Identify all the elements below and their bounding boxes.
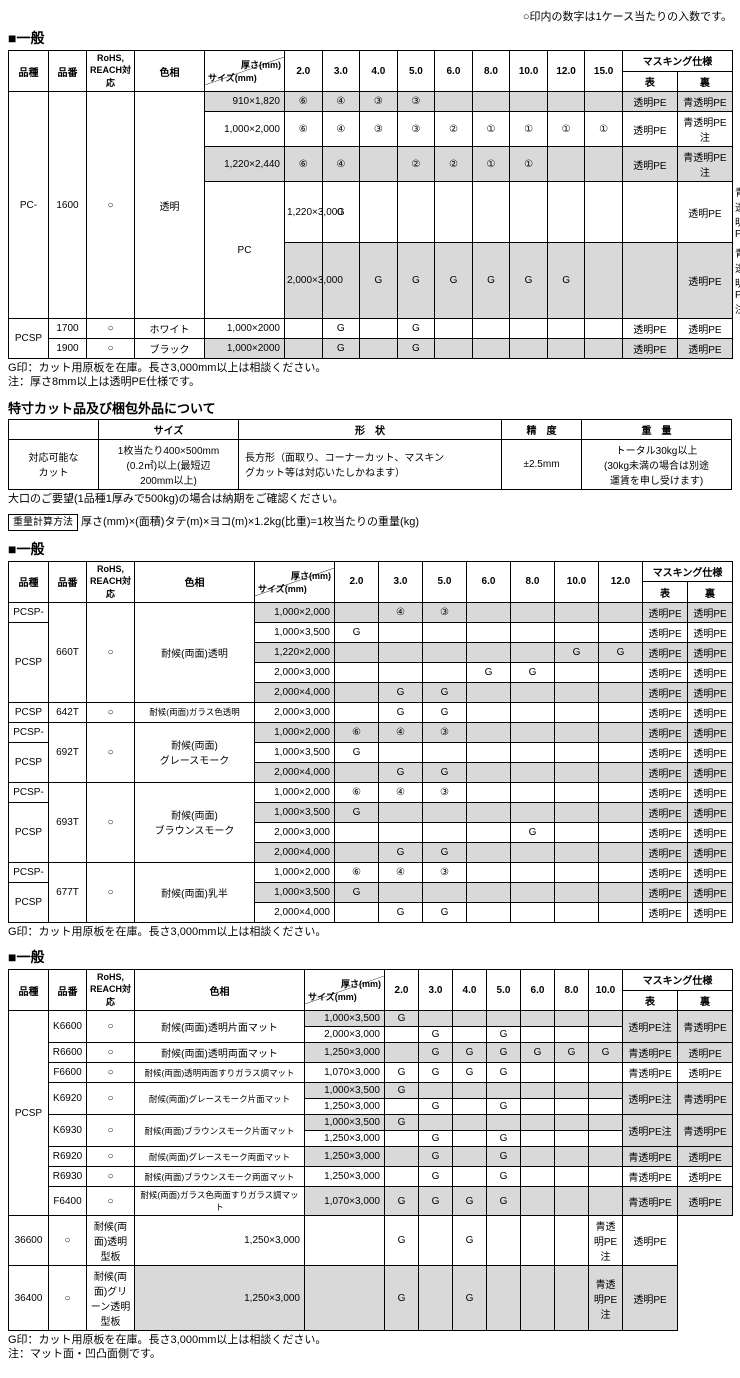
top-note: ○印内の数字は1ケース当たりの入数です。 — [8, 8, 732, 24]
notes-1: G印：カット用原板を在庫。長さ3,000mm以上は相談ください。注：厚さ8mm以… — [8, 361, 732, 390]
table-2: 品種品番RoHS,REACH対応色相厚さ(mm)サイズ(mm)2.03.05.0… — [8, 561, 732, 923]
order-note: 大口のご要望(1品種1厚みで500kg)の場合は納期をご確認ください。 — [8, 492, 732, 506]
section-title-3: 一般 — [8, 947, 732, 967]
calc-note: 重量計算方法 厚さ(mm)×(面積)タテ(m)×ヨコ(m)×1.2kg(比重)=… — [8, 514, 732, 531]
calc-label: 重量計算方法 — [8, 514, 78, 531]
table-3: 品種品番RoHS,REACH対応色相厚さ(mm)サイズ(mm)2.03.04.0… — [8, 969, 732, 1331]
table-1: 品種品番RoHS,REACH対応色相厚さ(mm)サイズ(mm)2.03.04.0… — [8, 50, 732, 359]
subhead-cut: 特寸カット品及び梱包外品について — [8, 398, 732, 417]
calc-text: 厚さ(mm)×(面積)タテ(m)×ヨコ(m)×1.2kg(比重)=1枚当たりの重… — [78, 516, 419, 528]
section-title-2: 一般 — [8, 539, 732, 559]
cut-table: サイズ形 状精 度重 量対応可能なカット1枚当たり400×500mm(0.2㎡)… — [8, 419, 732, 490]
notes-2: G印：カット用原板を在庫。長さ3,000mm以上は相談ください。 — [8, 925, 732, 939]
notes-3: G印：カット用原板を在庫。長さ3,000mm以上は相談ください。注：マット面・凹… — [8, 1333, 732, 1362]
section-title-1: 一般 — [8, 28, 732, 48]
